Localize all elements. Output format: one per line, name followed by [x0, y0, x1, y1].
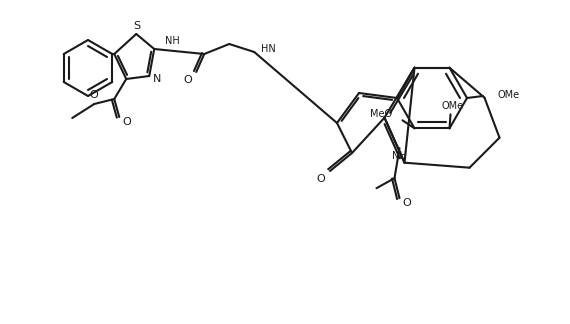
Text: S: S	[134, 21, 141, 31]
Text: OMe: OMe	[497, 90, 519, 100]
Text: OMe: OMe	[441, 101, 463, 111]
Text: NH: NH	[165, 36, 180, 46]
Text: NH: NH	[392, 151, 407, 161]
Text: HN: HN	[261, 44, 276, 54]
Text: MeO: MeO	[370, 109, 393, 119]
Text: O: O	[184, 75, 193, 85]
Text: O: O	[316, 174, 325, 184]
Text: N: N	[153, 74, 161, 84]
Text: O: O	[123, 117, 132, 127]
Text: O: O	[402, 198, 411, 208]
Text: O: O	[90, 90, 99, 100]
